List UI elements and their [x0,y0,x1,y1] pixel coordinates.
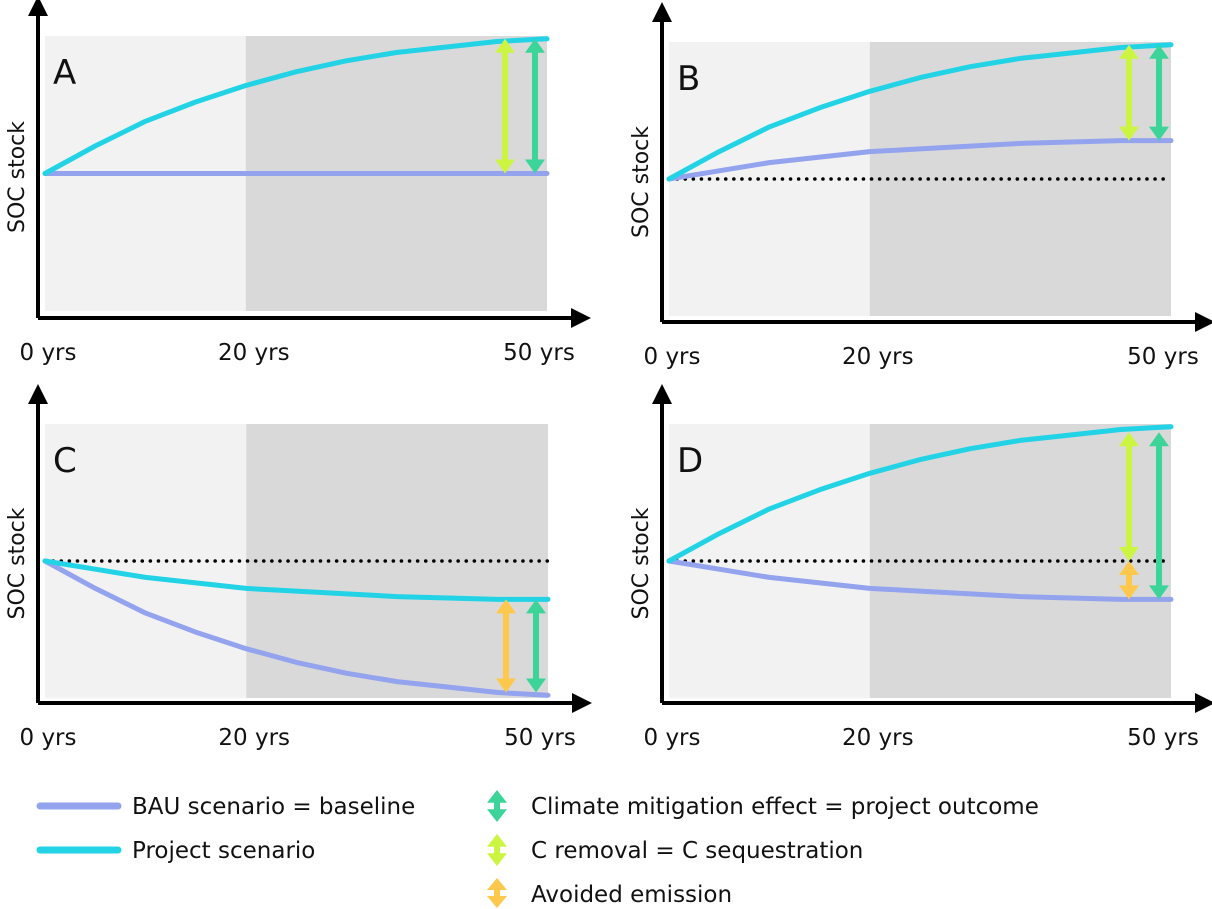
project-series-line [666,42,1174,182]
chart-panel-b: B SOC stock 0 yrs 20 yrs 50 yrs [629,2,1212,370]
legend-avoided-icon [487,878,507,908]
period-late-background [246,424,548,698]
avoided-arrow [1119,561,1139,600]
x-tick-label: 50 yrs [1127,725,1199,751]
avoided-arrow [496,599,516,693]
panel-label: B [677,59,700,99]
x-tick-label: 20 yrs [218,725,290,751]
bau-series-line [666,558,1174,602]
x-tick-label: 0 yrs [20,725,77,751]
legend-project-label: Project scenario [132,838,315,864]
removal-arrow [1119,432,1139,561]
legend-mitigation-label: Climate mitigation effect = project outc… [531,794,1039,820]
x-tick-label: 20 yrs [218,340,290,366]
x-tick-label: 20 yrs [842,344,914,370]
project-series-line [42,558,551,602]
y-axis-label: SOC stock [5,121,30,233]
x-tick-label: 50 yrs [1127,344,1199,370]
chart-panel-d: D SOC stock 0 yrs 20 yrs 50 yrs [629,384,1212,751]
project-series-line [42,36,550,176]
legend-bau-label: BAU scenario = baseline [132,794,415,820]
bau-series-line [666,138,1174,182]
x-tick-label: 50 yrs [503,340,575,366]
x-tick-label: 20 yrs [842,725,914,751]
project-series-line [666,424,1174,564]
x-tick-label: 0 yrs [644,344,701,370]
period-late-background [869,424,1171,698]
mitigation-arrow [1149,44,1169,141]
legend: BAU scenario = baseline Project scenario… [36,790,1039,908]
legend-avoided-label: Avoided emission [531,882,732,908]
y-axis-label: SOC stock [629,126,654,238]
mitigation-arrow [526,599,546,693]
chart-panel-a: A SOC stock 0 yrs 20 yrs 50 yrs [5,0,591,366]
y-axis-label: SOC stock [629,507,654,619]
x-tick-label: 50 yrs [504,725,576,751]
legend-removal-label: C removal = C sequestration [531,838,863,864]
legend-removal-icon [487,834,507,866]
y-axis-label: SOC stock [5,507,30,619]
panel-label: C [53,441,77,481]
x-tick-label: 0 yrs [644,725,701,751]
mitigation-arrow [1149,432,1169,600]
x-tick-label: 0 yrs [20,340,77,366]
removal-arrow [495,38,515,174]
period-late-background [869,42,1171,316]
bau-series-line [42,558,551,698]
legend-mitigation-icon [487,790,507,822]
mitigation-arrow [525,38,545,174]
panel-label: D [677,441,703,481]
panel-label: A [53,53,76,93]
chart-panel-c: C SOC stock 0 yrs 20 yrs 50 yrs [5,384,592,751]
removal-arrow [1119,44,1139,141]
